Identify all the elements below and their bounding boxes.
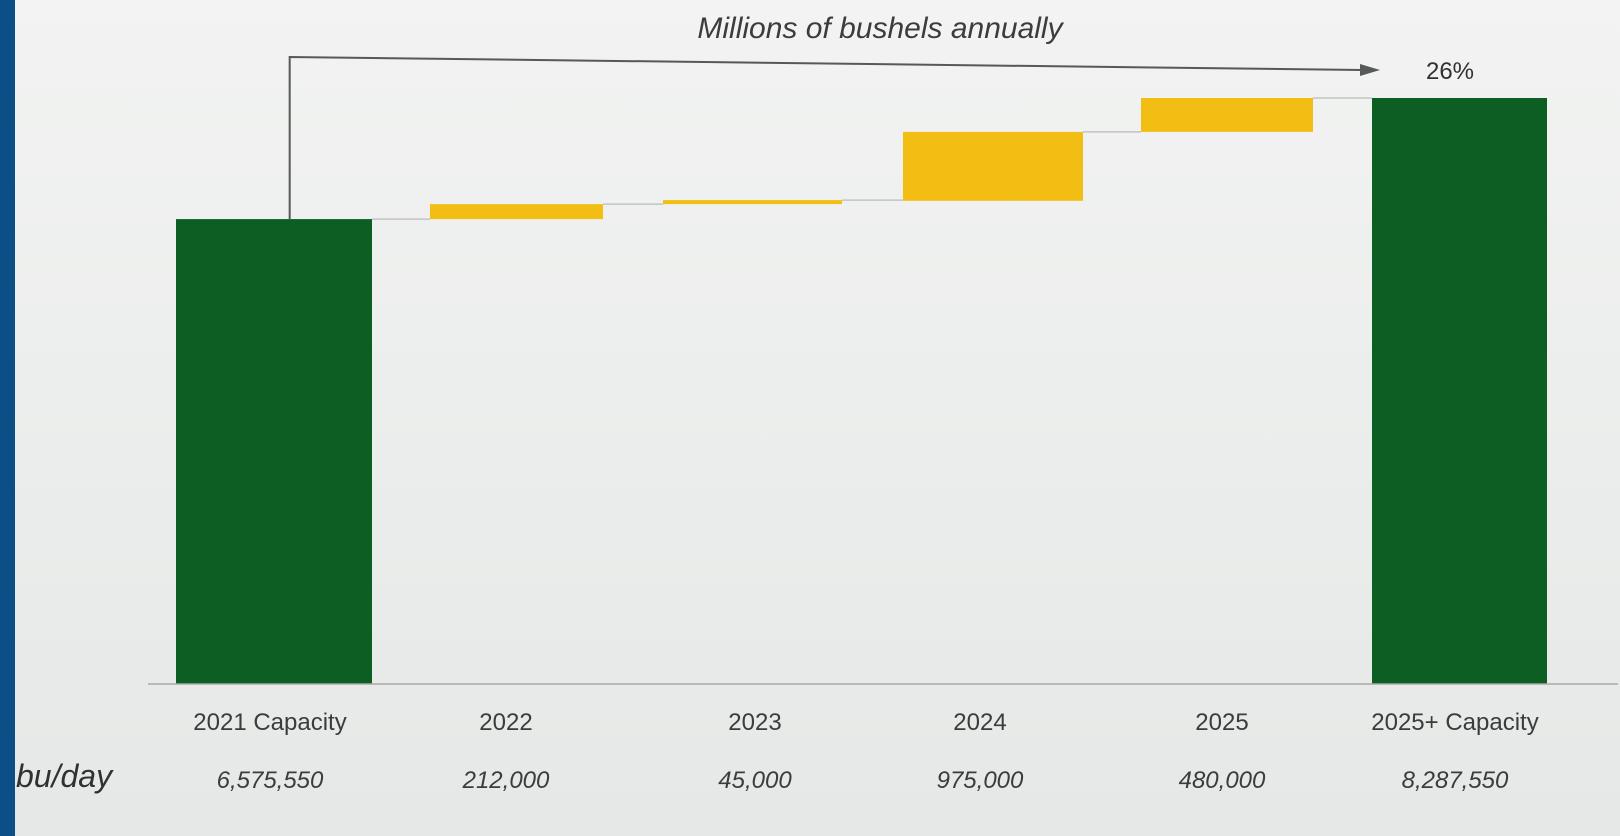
value-label-4: 480,000 [1179,767,1266,794]
bar-increment-1 [430,204,603,220]
value-labels: 6,575,550 212,000 45,000 975,000 480,000 8,28… [217,767,1509,794]
value-label-2: 45,000 [718,767,792,794]
value-label-1: 212,000 [462,767,550,794]
category-label-0: 2021 Capacity [193,709,346,736]
left-blue-edge [0,0,15,836]
bars-group [176,98,1547,684]
bar-increment-4 [1141,98,1313,132]
category-label-5: 2025+ Capacity [1371,709,1538,736]
connector-lines [372,97,1372,220]
value-label-5: 8,287,550 [1402,767,1509,794]
growth-arrowhead-icon [1360,64,1380,76]
category-labels: 2021 Capacity 2022 2023 2024 2025 2025+ Capac… [193,709,1538,736]
value-label-0: 6,575,550 [217,767,324,794]
category-label-1: 2022 [479,709,532,736]
category-label-4: 2025 [1195,709,1248,736]
category-label-3: 2024 [953,709,1006,736]
growth-bracket [288,55,1380,220]
row-label-bu-day: bu/day [16,758,114,794]
bar-total-5 [1372,98,1547,684]
growth-bracket-line [288,55,1363,220]
chart-title: Millions of bushels annually [697,12,1064,45]
bar-total-0 [176,219,372,684]
value-label-3: 975,000 [937,767,1024,794]
growth-percent-label: 26% [1426,58,1474,85]
bar-increment-3 [903,131,1083,201]
category-label-2: 2023 [728,709,781,736]
bar-increment-2 [663,200,842,205]
